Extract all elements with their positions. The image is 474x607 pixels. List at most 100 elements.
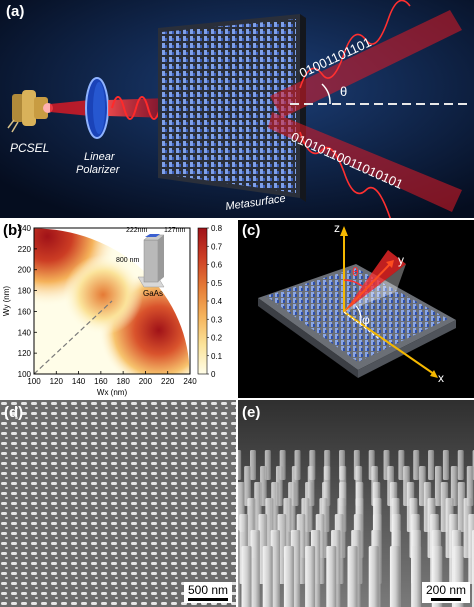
panel-d-tag: (d) (4, 404, 24, 421)
emission-cone (343, 250, 406, 325)
y-tick-label: 140 (18, 328, 32, 337)
axis-x-label: x (438, 371, 444, 385)
heatmap-axes: 100 120 140 160 180 200 220 240 100 120 140 160 180 2… (2, 224, 197, 397)
x-tick-label: 120 (50, 377, 64, 386)
panel-a: 01001101101 01010110011010101 PCSEL Line… (0, 0, 474, 218)
axis-y-label: y (398, 253, 404, 267)
nanopillar (238, 450, 242, 480)
colorbar-tick-label: 0.2 (211, 334, 223, 343)
nanopillar (457, 450, 464, 480)
inset-material-label: GaAs (143, 289, 163, 298)
y-tick-label: 160 (18, 307, 32, 316)
deflected-beam-upper (270, 10, 462, 118)
pillar-inset: 222nm 127nm 800 nm GaAs (116, 227, 186, 298)
scale-label-e: 200 nm (425, 583, 466, 597)
nanopillar (270, 530, 281, 607)
panel-d: (d) 500 nm (0, 400, 236, 607)
colorbar-tick-label: 0 (211, 370, 216, 379)
panel-a-tag: (a) (6, 3, 25, 20)
inset-height-label: 800 nm (116, 257, 140, 264)
polarizer-label-line1: Linear (84, 151, 116, 163)
nanopillar (262, 546, 273, 607)
nanopillar (398, 450, 405, 480)
x-tick-label: 240 (183, 377, 197, 386)
colorbar-tick-label: 0.1 (211, 352, 223, 361)
heatmap-field (34, 228, 190, 374)
heatmap-hotspot (63, 254, 144, 335)
polarization-wave (111, 96, 161, 120)
metasurface-3d-illustration: z y x θ φ (258, 221, 456, 385)
deflected-wave-lower (299, 131, 392, 218)
x-tick-label: 140 (72, 377, 86, 386)
panel-b-tag: (b) (3, 222, 23, 239)
nanopillar (413, 450, 420, 480)
y-axis-label: Wy (nm) (2, 286, 11, 316)
azimuth-angle-label: φ (362, 313, 370, 327)
deflected-wave-upper (299, 0, 411, 89)
pcsel-label: PCSEL (10, 141, 49, 155)
sem-top-view (0, 400, 236, 607)
y-tick-label: 120 (18, 349, 32, 358)
x-tick-label: 180 (116, 377, 130, 386)
pillar-array (266, 268, 448, 362)
nanopillar (250, 450, 256, 480)
nanopillar (347, 546, 358, 607)
panel-a-illustration: 01001101101 01010110011010101 PCSEL Line… (0, 0, 474, 218)
colorbar-tick-label: 0.5 (211, 279, 223, 288)
axis-z-label: z (334, 221, 340, 235)
nanopillar (411, 546, 422, 607)
scale-bar-e: 200 nm (421, 582, 470, 603)
scale-label-d: 500 nm (187, 583, 228, 597)
panel-e: (e) 200 nm (238, 400, 474, 607)
colorbar: 0 0.1 0.2 0.3 0.4 0.5 0.6 0.7 0.8 (197, 224, 223, 379)
nanopillar (450, 466, 458, 506)
nanopillar (442, 450, 449, 480)
inset-width-label: 222nm (126, 227, 148, 234)
nanopillar (368, 546, 379, 607)
y-tick-label: 240 (18, 224, 32, 233)
pcsel-laser-icon (7, 90, 53, 133)
x-axis-label: Wx (nm) (97, 388, 128, 397)
x-tick-label: 100 (27, 377, 41, 386)
panel-b: 100 120 140 160 180 200 220 240 100 120 140 160 180 2… (0, 220, 236, 398)
colorbar-tick-label: 0.3 (211, 315, 223, 324)
nanopillar (283, 546, 294, 607)
nanopillar (428, 450, 435, 480)
nanopillar (250, 530, 260, 607)
nanopillar (466, 466, 474, 506)
panel-c: z y x θ φ (c) (238, 220, 474, 398)
polarized-beam (108, 98, 170, 118)
y-tick-label: 220 (18, 245, 32, 254)
panel-e-tag: (e) (242, 404, 261, 421)
inset-depth-label: 127nm (164, 227, 186, 234)
colorbar-tick-label: 0.6 (211, 261, 223, 270)
colorbar-tick-label: 0.4 (211, 297, 223, 306)
panel-c-tag: (c) (242, 222, 261, 239)
nanopillar (238, 530, 240, 607)
diagonal-line (33, 300, 113, 375)
nanopillar (389, 546, 400, 607)
x-tick-label: 160 (94, 377, 108, 386)
nanopillar (305, 546, 316, 607)
y-tick-label: 180 (18, 287, 32, 296)
polarizer-label-line2: Polarizer (76, 164, 121, 176)
sem-tilted-view (238, 400, 474, 607)
plot-frame (33, 227, 191, 375)
x-tick-label: 220 (161, 377, 175, 386)
colorbar-ramp (197, 227, 208, 375)
nanopillar (244, 466, 251, 506)
colorbar-tick-label: 0.8 (211, 224, 223, 233)
scale-bar-d: 500 nm (183, 582, 232, 603)
y-tick-label: 100 (18, 370, 32, 379)
colorbar-tick-label: 0.7 (211, 242, 223, 251)
polar-angle-label: θ (352, 265, 359, 279)
nanopillar-array (238, 450, 474, 607)
deflected-beam-lower (268, 112, 462, 212)
metasurface-slab (158, 14, 306, 202)
linear-polarizer-icon (85, 77, 109, 139)
theta-label: θ (340, 84, 347, 99)
angle-arc (321, 83, 331, 105)
nanopillar (241, 546, 252, 607)
nanopillar (457, 482, 466, 532)
y-tick-label: 200 (18, 266, 32, 275)
